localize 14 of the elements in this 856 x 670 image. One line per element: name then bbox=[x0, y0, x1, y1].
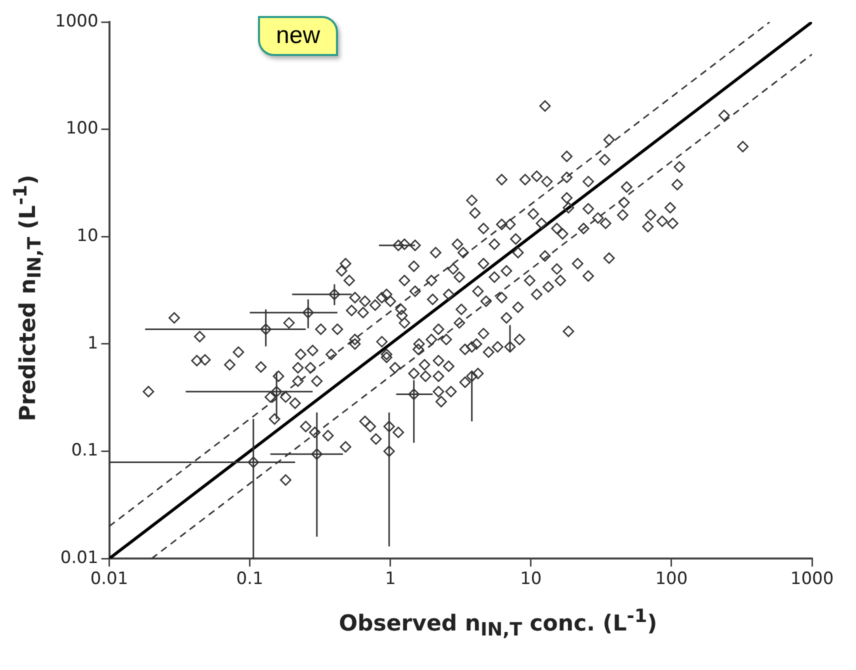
y-tick-label: 0.1 bbox=[71, 440, 98, 461]
x-tick-label: 100 bbox=[655, 569, 688, 590]
x-tick-label: 1 bbox=[384, 569, 396, 590]
y-tick-label: 10 bbox=[76, 226, 98, 246]
x-tick-label: 0.1 bbox=[236, 569, 264, 590]
annotation: new bbox=[258, 16, 338, 56]
x-axis-title: Observed n$_{IN,T}$ conc. (L$^{-1}$) bbox=[338, 606, 658, 641]
x-tick-label: 0.01 bbox=[90, 569, 128, 590]
y-tick-label: 100 bbox=[66, 118, 98, 139]
y-tick-label: 0.01 bbox=[60, 548, 98, 568]
x-tick-label: 10 bbox=[520, 569, 542, 590]
y-tick-label: 1000 bbox=[55, 11, 98, 32]
x-tick-label: 1000 bbox=[790, 569, 834, 590]
y-tick-label: 1 bbox=[87, 333, 98, 354]
